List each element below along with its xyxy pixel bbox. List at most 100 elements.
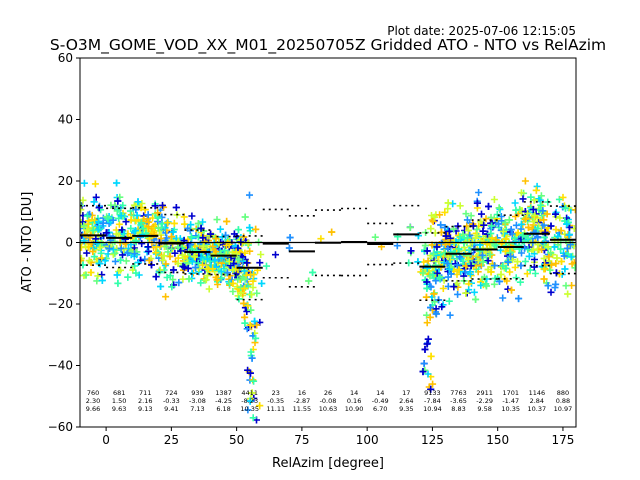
data-point: [229, 288, 237, 295]
data-point: [154, 224, 162, 232]
data-point: [463, 234, 471, 242]
data-point: [567, 253, 575, 261]
data-point: [429, 271, 437, 278]
bin-mean-label: -3.65: [450, 397, 467, 405]
data-point: [99, 219, 107, 227]
data-point: [483, 240, 491, 248]
data-point: [423, 284, 431, 292]
data-point: [80, 257, 85, 264]
data-point: [494, 220, 502, 228]
data-point: [109, 246, 117, 254]
bin-count-label: 724: [165, 389, 177, 397]
data-point: [121, 235, 129, 243]
data-point: [305, 277, 313, 285]
data-point: [263, 262, 270, 270]
data-point: [502, 247, 509, 255]
data-point: [523, 270, 531, 278]
bin-mean-label: 2.64: [399, 397, 413, 405]
y-tick-label: 60: [58, 51, 73, 65]
bin-mean-label: -3.08: [189, 397, 206, 405]
data-point: [503, 277, 511, 285]
data-point: [553, 254, 561, 262]
data-point: [433, 269, 441, 277]
y-axis: −60 −40 −20 0 20 40 60: [48, 51, 80, 434]
bin-std-label: 10.37: [528, 405, 547, 413]
data-point: [229, 279, 237, 287]
data-point: [174, 260, 182, 267]
x-axis: 0 25 50 75 100 125 150 175: [102, 427, 574, 447]
data-point: [507, 252, 515, 260]
x-tick-label: 0: [102, 433, 110, 447]
data-point: [427, 304, 434, 312]
data-point: [521, 257, 529, 265]
data-point: [393, 242, 401, 250]
data-point: [194, 259, 202, 267]
data-point: [252, 225, 260, 233]
data-point: [131, 262, 139, 270]
data-point: [472, 295, 480, 303]
data-point: [241, 213, 249, 221]
data-point: [446, 311, 454, 319]
data-point: [132, 269, 140, 277]
data-point: [407, 247, 415, 255]
data-point: [249, 284, 257, 291]
data-point: [168, 283, 176, 291]
data-point: [473, 225, 481, 233]
y-axis-label: ATO - NTO [DU]: [20, 192, 35, 293]
bin-std-label: 10.35: [240, 405, 259, 413]
data-point: [205, 285, 213, 293]
data-point: [450, 225, 458, 233]
data-point: [497, 271, 505, 278]
data-point: [478, 220, 486, 228]
data-point: [486, 251, 494, 258]
data-point: [89, 248, 97, 255]
data-point: [552, 260, 560, 267]
bin-mean-label: 1.50: [112, 397, 126, 405]
data-point: [253, 321, 261, 329]
data-point: [508, 286, 515, 294]
data-point: [512, 213, 519, 220]
data-point: [139, 224, 147, 232]
data-point: [547, 222, 555, 230]
data-point: [160, 252, 168, 260]
chart-title: S-O3M_GOME_VOD_XX_M01_20250705Z Gridded …: [50, 36, 606, 55]
data-point: [192, 264, 199, 272]
data-point: [456, 233, 464, 241]
data-point: [102, 229, 110, 237]
data-point: [144, 211, 152, 219]
data-point: [545, 253, 553, 261]
data-point: [423, 340, 431, 348]
data-point: [445, 227, 453, 235]
data-point: [244, 406, 252, 414]
data-point: [514, 229, 522, 237]
x-tick-label: 50: [229, 433, 244, 447]
data-point: [127, 216, 135, 224]
data-point: [521, 244, 529, 252]
data-point: [439, 285, 447, 292]
data-point: [179, 275, 187, 283]
data-point: [199, 261, 206, 269]
data-point: [517, 262, 525, 270]
data-point: [200, 237, 208, 245]
data-point: [132, 206, 140, 214]
data-point: [211, 257, 219, 265]
data-point: [564, 290, 572, 298]
data-point: [552, 210, 559, 218]
data-point: [111, 249, 119, 257]
data-point: [157, 234, 165, 242]
data-point: [511, 199, 519, 207]
data-point: [168, 245, 175, 253]
data-point: [152, 273, 160, 281]
bin-count-label: 23: [272, 389, 280, 397]
data-point: [441, 224, 449, 231]
data-point: [499, 262, 507, 270]
data-point: [505, 216, 513, 224]
data-point: [467, 272, 475, 280]
data-point: [463, 216, 471, 224]
data-point: [223, 269, 231, 277]
data-point: [132, 238, 140, 246]
bin-mean-label: -0.35: [267, 397, 284, 405]
data-point: [562, 204, 569, 212]
data-point: [82, 271, 90, 279]
data-point: [171, 249, 179, 257]
